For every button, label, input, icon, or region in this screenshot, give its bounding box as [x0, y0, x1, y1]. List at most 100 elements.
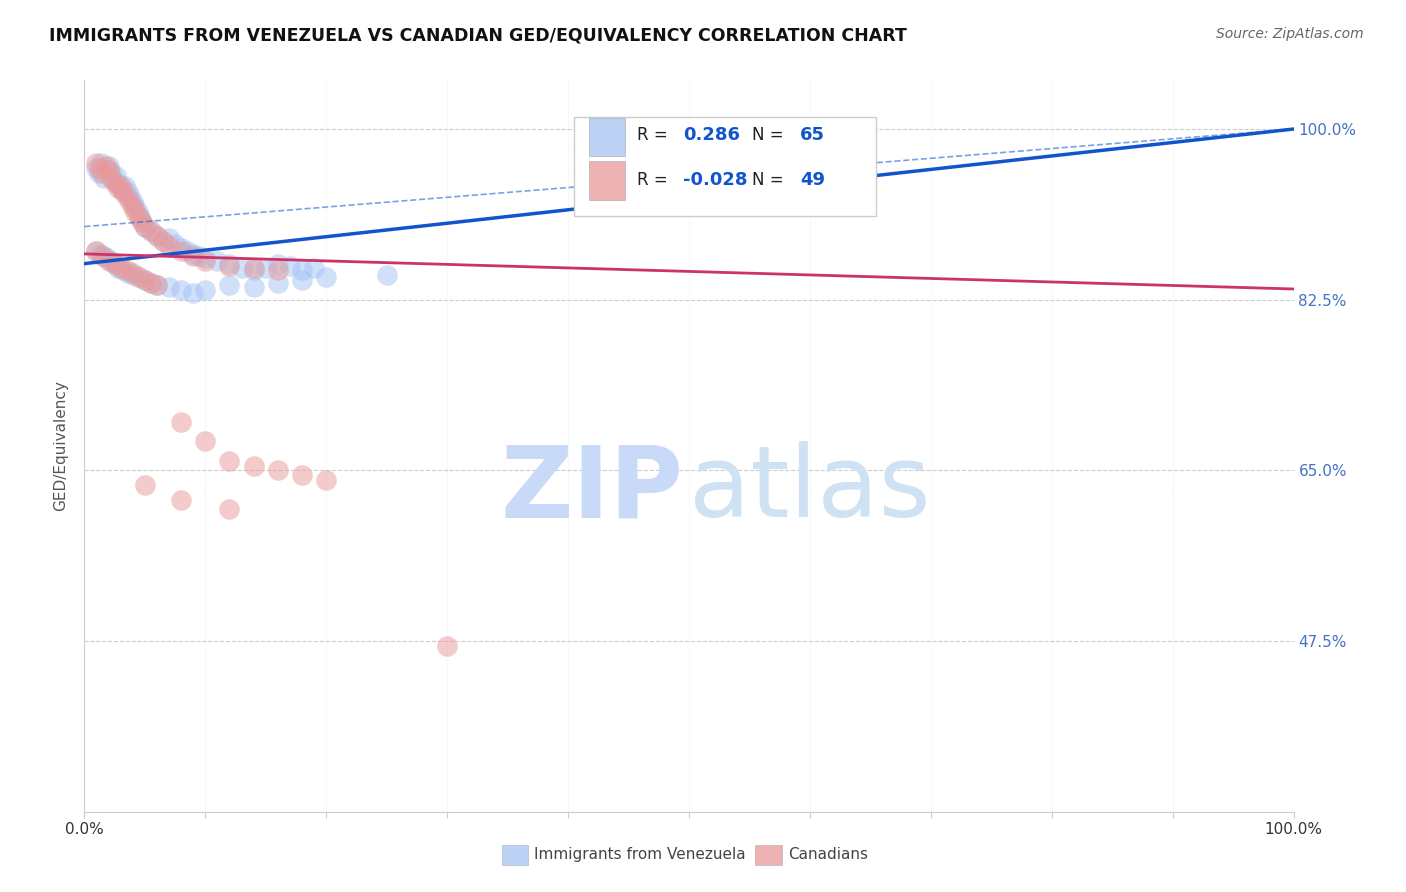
Point	[104, 257, 127, 271]
Point	[165, 237, 187, 252]
Point	[100, 253, 122, 268]
Point	[139, 224, 162, 238]
Point	[104, 169, 127, 183]
Point	[194, 253, 217, 268]
Text: 65: 65	[800, 126, 825, 145]
Point	[104, 257, 127, 271]
Point	[110, 178, 132, 193]
Point	[94, 163, 117, 178]
Point	[90, 156, 112, 170]
Point	[129, 210, 152, 224]
Point	[112, 182, 135, 196]
Point	[134, 219, 156, 234]
Point	[218, 453, 240, 467]
Text: ZIP: ZIP	[501, 442, 683, 539]
Point	[94, 159, 117, 173]
Text: R =: R =	[637, 171, 673, 189]
Point	[218, 259, 240, 273]
Point	[86, 244, 108, 258]
Point	[218, 278, 240, 293]
Point	[117, 266, 139, 280]
Point	[194, 283, 217, 297]
Point	[242, 260, 264, 275]
Point	[267, 257, 290, 271]
Point	[97, 253, 120, 268]
Point	[242, 263, 264, 277]
Text: Canadians: Canadians	[789, 847, 868, 863]
Point	[96, 251, 118, 265]
FancyBboxPatch shape	[589, 118, 624, 155]
Point	[93, 170, 115, 185]
FancyBboxPatch shape	[574, 117, 876, 216]
Point	[157, 280, 180, 294]
Text: N =: N =	[752, 126, 789, 145]
Point	[93, 249, 115, 263]
Point	[146, 229, 169, 244]
Point	[121, 266, 143, 280]
Point	[375, 268, 398, 283]
FancyBboxPatch shape	[502, 845, 529, 865]
Point	[218, 502, 240, 516]
Point	[120, 195, 142, 210]
Text: atlas: atlas	[689, 442, 931, 539]
Point	[134, 219, 156, 234]
Point	[112, 186, 135, 200]
Point	[100, 166, 122, 180]
Point	[87, 161, 110, 175]
Point	[170, 492, 193, 507]
Point	[127, 205, 149, 219]
Point	[89, 247, 111, 261]
Point	[97, 159, 120, 173]
Point	[128, 270, 150, 285]
Point	[86, 244, 108, 258]
Point	[254, 260, 277, 275]
Point	[278, 259, 301, 273]
Point	[86, 156, 108, 170]
Point	[124, 200, 146, 214]
Text: Immigrants from Venezuela: Immigrants from Venezuela	[534, 847, 745, 863]
Y-axis label: GED/Equivalency: GED/Equivalency	[53, 381, 69, 511]
Point	[152, 234, 174, 248]
Point	[110, 260, 132, 275]
Point	[107, 176, 129, 190]
FancyBboxPatch shape	[755, 845, 782, 865]
Point	[134, 273, 156, 287]
Point	[146, 278, 169, 293]
FancyBboxPatch shape	[589, 161, 624, 200]
Point	[139, 276, 162, 290]
Point	[131, 215, 153, 229]
Point	[207, 253, 229, 268]
Point	[218, 257, 240, 271]
Point	[267, 276, 290, 290]
Point	[115, 190, 138, 204]
Point	[134, 273, 156, 287]
Point	[231, 260, 253, 275]
Point	[146, 278, 169, 293]
Point	[114, 178, 136, 193]
Point	[121, 268, 143, 283]
Text: 49: 49	[800, 171, 825, 189]
Point	[97, 163, 120, 178]
Point	[139, 276, 162, 290]
Point	[302, 260, 325, 275]
Point	[121, 195, 143, 210]
Point	[267, 263, 290, 277]
Point	[267, 463, 290, 477]
Point	[242, 280, 264, 294]
Point	[121, 200, 143, 214]
Text: R =: R =	[637, 126, 673, 145]
Text: 0.286: 0.286	[683, 126, 740, 145]
Text: IMMIGRANTS FROM VENEZUELA VS CANADIAN GED/EQUIVALENCY CORRELATION CHART: IMMIGRANTS FROM VENEZUELA VS CANADIAN GE…	[49, 27, 907, 45]
Point	[436, 639, 458, 653]
Point	[131, 215, 153, 229]
Point	[181, 247, 204, 261]
Point	[107, 180, 129, 194]
Point	[124, 205, 146, 219]
Point	[128, 270, 150, 285]
Text: -0.028: -0.028	[683, 171, 748, 189]
Point	[181, 285, 204, 300]
Point	[170, 415, 193, 429]
Point	[152, 234, 174, 248]
Text: Source: ZipAtlas.com: Source: ZipAtlas.com	[1216, 27, 1364, 41]
Point	[104, 176, 127, 190]
